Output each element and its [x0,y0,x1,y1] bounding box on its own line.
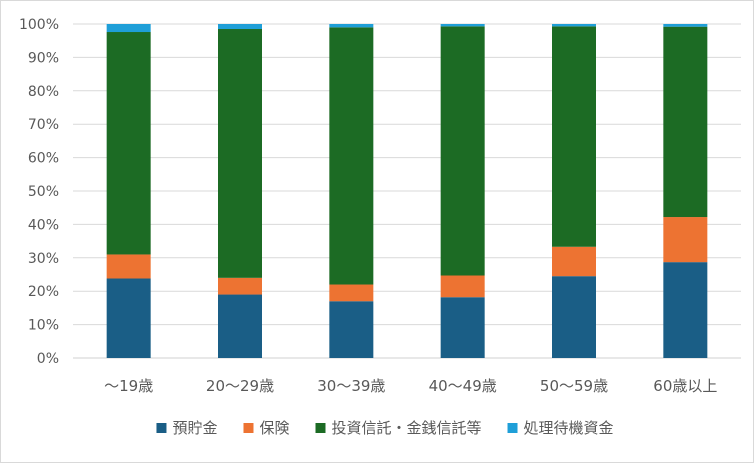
legend-label: 預貯金 [172,419,217,437]
bar-segment-1 [552,276,596,358]
bar-segment-2 [329,284,374,302]
x-tick-label: 50～59歳 [540,377,608,395]
bar-segment-2 [440,275,485,298]
bar-segment-4 [329,24,374,28]
bar-segment-4 [663,24,708,27]
y-tick-label: 70% [28,117,59,133]
y-axis: 0% 10% 20% 30% 40% 50% 60% 70% 80% 90% 100% [19,17,59,367]
y-tick-label: 10% [28,318,59,334]
y-tick-label: 100% [19,17,59,33]
bar-segment-3 [106,32,151,255]
bar-segment-3 [663,26,708,218]
bar-segment-1 [440,297,485,358]
y-tick-label: 60% [28,151,59,167]
x-tick-label: 30～39歳 [317,377,385,395]
y-tick-label: 20% [28,284,59,300]
bar-segment-3 [440,26,485,276]
y-tick-label: 40% [28,217,59,233]
bars [106,24,708,358]
x-tick-label: 20～29歳 [206,377,274,395]
y-tick-label: 30% [28,251,59,267]
legend-swatch [156,423,167,433]
y-tick-label: 0% [37,351,59,367]
bar-segment-1 [106,278,151,358]
bar-segment-2 [663,217,708,263]
bar-segment-2 [106,254,151,279]
legend-label: 保険 [259,419,289,437]
y-tick-label: 50% [28,184,59,200]
legend-swatch [243,423,254,433]
legend-swatch [507,423,518,433]
x-axis: ～19歳 20～29歳 30～39歳 40～49歳 50～59歳 60歳以上 [104,377,717,395]
legend-item: 処理待機資金 [507,419,614,437]
legend-item: 投資信託・金銭信託等 [315,419,482,437]
x-tick-label: 40～49歳 [429,377,497,395]
legend-label: 処理待機資金 [524,419,614,437]
bar-segment-2 [552,246,596,277]
bar-segment-1 [663,262,708,358]
bar-segment-3 [329,27,374,285]
y-tick-label: 80% [28,84,59,100]
bar-segment-3 [218,29,262,278]
bar-segment-1 [329,301,374,358]
x-tick-label: ～19歳 [104,377,153,395]
x-tick-label: 60歳以上 [653,377,717,395]
legend-item: 預貯金 [156,419,217,437]
bar-segment-3 [552,26,596,247]
bar-segment-1 [218,294,262,358]
legend: 預貯金 保険 投資信託・金銭信託等 処理待機資金 [156,419,614,437]
y-tick-label: 90% [28,50,59,66]
legend-item: 保険 [243,419,290,437]
bar-segment-4 [106,24,151,33]
bar-segment-4 [552,24,596,27]
bar-segment-4 [440,24,485,27]
legend-label: 投資信託・金銭信託等 [332,419,482,437]
bar-segment-2 [218,277,262,295]
gridlines [73,23,741,359]
bar-segment-4 [218,24,262,30]
legend-swatch [315,423,326,433]
